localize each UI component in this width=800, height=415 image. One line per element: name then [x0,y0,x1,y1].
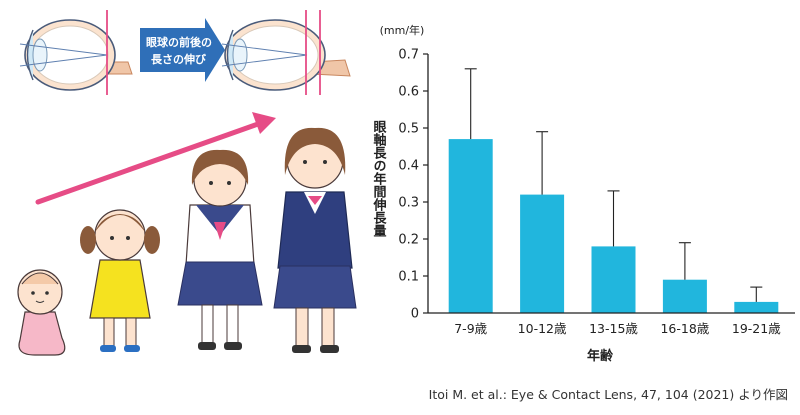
y-axis-unit: (mm/年) [380,23,425,37]
x-axis-title: 年齢 [587,348,614,364]
bar [591,246,636,313]
x-tick-label: 19-21歳 [732,321,781,336]
y-tick-label: 0 [411,307,419,322]
y-tick-label: 0.1 [398,270,419,285]
eye-before-icon [19,10,133,95]
y-axis: 0 0.1 0.2 0.3 0.4 0.5 0.6 0.7 [398,48,429,322]
y-axis-title: 眼軸長の年間伸長量 [371,120,388,238]
x-tick-label: 7-9歳 [454,321,487,336]
y-tick-label: 0.7 [398,48,419,63]
arrow-label-line1: 眼球の前後の [146,35,212,49]
child-sailor-uniform-figure [177,149,263,350]
source-citation: Itoi M. et al.: Eye & Contact Lens, 47, … [428,387,788,402]
x-tick-labels: 7-9歳 10-12歳 13-15歳 16-18歳 19-21歳 [454,321,781,336]
child-yellow-figure [80,209,160,352]
y-tick-label: 0.2 [398,233,419,248]
eye-after-icon [221,10,351,95]
bar [662,279,707,313]
y-tick-label: 0.6 [398,85,419,100]
bar [520,194,565,313]
arrow-label-line2: 長さの伸び [151,52,207,66]
baby-figure [17,269,66,356]
growth-arrow-icon [35,112,276,205]
bars [448,139,779,313]
y-tick-label: 0.5 [398,122,419,137]
y-tick-label: 0.4 [398,159,419,174]
y-tick-label: 0.3 [398,196,419,211]
x-tick-label: 16-18歳 [660,321,709,336]
teen-blazer-figure [273,127,357,353]
bar [448,139,493,313]
bar [734,301,779,313]
x-tick-label: 13-15歳 [589,321,638,336]
y-axis-title-text: 眼軸長の年間伸長量 [371,120,388,238]
axial-length-arrow: 眼球の前後の 長さの伸び [140,18,225,82]
error-bars [464,68,763,302]
x-tick-label: 10-12歳 [518,321,567,336]
